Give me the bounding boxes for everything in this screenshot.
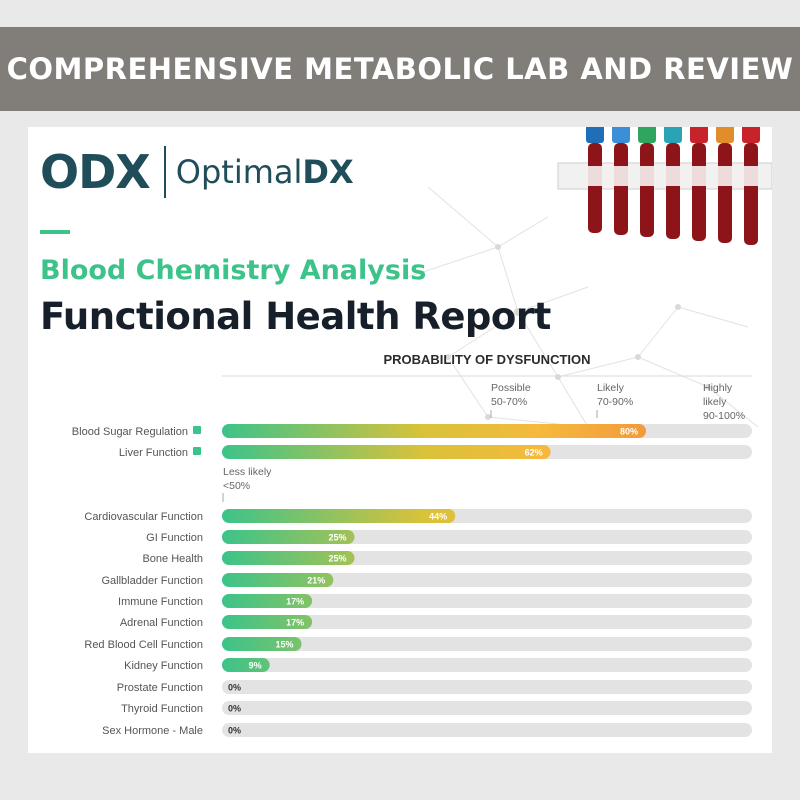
less-likely-label: <50% (223, 480, 250, 492)
bar (222, 530, 355, 544)
bar (222, 637, 302, 651)
category-label: Blood Sugar Regulation (72, 426, 188, 438)
bar (222, 509, 456, 523)
category-label: Prostate Function (117, 682, 203, 694)
accent-dash (40, 230, 70, 234)
threshold-label: Highly (703, 382, 733, 394)
category-label: Adrenal Function (120, 617, 203, 629)
category-label: Liver Function (119, 447, 188, 459)
value-label: 62% (525, 448, 543, 458)
value-label: 0% (228, 683, 241, 693)
logo-wordmark-suffix: DX (302, 153, 354, 191)
category-label: Kidney Function (124, 660, 203, 672)
report-card: ODX OptimalDX (28, 127, 772, 753)
flag-icon (193, 447, 201, 455)
value-label: 21% (307, 576, 325, 586)
bar-track (222, 680, 752, 694)
odx-logo: ODX OptimalDX (40, 145, 354, 199)
value-label: 25% (328, 554, 346, 564)
value-label: 17% (286, 618, 304, 628)
category-label: Thyroid Function (121, 703, 203, 715)
value-label: 0% (228, 704, 241, 714)
category-label: Bone Health (142, 553, 203, 565)
bar (222, 445, 551, 459)
threshold-label: likely (703, 396, 727, 408)
category-label: Cardiovascular Function (84, 511, 203, 523)
logo-wordmark-prefix: Optimal (175, 153, 303, 191)
bar (222, 594, 313, 608)
bar-track (222, 615, 752, 629)
bar-track (222, 637, 752, 651)
value-label: 0% (228, 726, 241, 736)
bar (222, 573, 334, 587)
category-label: Red Blood Cell Function (84, 639, 203, 651)
blood-tubes-image (557, 127, 772, 245)
category-label: Immune Function (118, 596, 203, 608)
category-label: Sex Hormone - Male (102, 725, 203, 737)
category-label: Gallbladder Function (101, 575, 203, 587)
bar-track (222, 573, 752, 587)
chart-title: PROBABILITY OF DYSFUNCTION (383, 352, 590, 367)
value-label: 15% (275, 640, 293, 650)
category-label: GI Function (146, 532, 203, 544)
flag-icon (193, 426, 201, 434)
bar (222, 615, 313, 629)
value-label: 25% (328, 533, 346, 543)
logo-mark: ODX (40, 145, 151, 199)
dysfunction-chart: PROBABILITY OF DYSFUNCTION Possible 50-70… (72, 352, 752, 737)
logo-divider (163, 146, 166, 198)
threshold-label: Likely (597, 382, 625, 394)
threshold-label: 70-90% (597, 396, 633, 408)
threshold-label: Possible (491, 382, 531, 394)
bar-track (222, 723, 752, 737)
report-title: Functional Health Report (40, 295, 551, 338)
bar-track (222, 701, 752, 715)
bar-track (222, 594, 752, 608)
bar (222, 424, 646, 438)
bar (222, 658, 270, 672)
value-label: 9% (249, 661, 262, 671)
value-label: 80% (620, 427, 638, 437)
report-subtitle: Blood Chemistry Analysis (40, 255, 427, 286)
threshold-label: 50-70% (491, 396, 527, 408)
threshold-label: 90-100% (703, 410, 745, 422)
bar (222, 551, 355, 565)
logo-wordmark: OptimalDX (176, 156, 354, 188)
header-banner: COMPREHENSIVE METABOLIC LAB AND REVIEW (0, 27, 800, 111)
bar-track (222, 551, 752, 565)
value-label: 17% (286, 597, 304, 607)
banner-title: COMPREHENSIVE METABOLIC LAB AND REVIEW (6, 52, 794, 86)
bar-track (222, 658, 752, 672)
value-label: 44% (429, 512, 447, 522)
less-likely-label: Less likely (223, 466, 272, 478)
tube-caps (586, 127, 760, 143)
bar-track (222, 530, 752, 544)
